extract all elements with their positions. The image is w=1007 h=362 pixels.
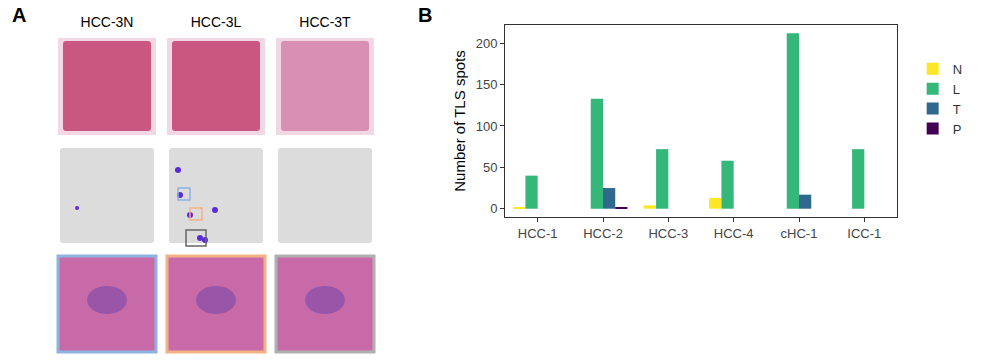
- svg-text:100: 100: [476, 119, 498, 134]
- svg-text:T: T: [953, 102, 961, 117]
- svg-text:ICC-1: ICC-1: [847, 226, 881, 241]
- svg-text:HCC-3: HCC-3: [648, 226, 688, 241]
- svg-text:50: 50: [483, 160, 497, 175]
- svg-text:HCC-3T: HCC-3T: [299, 14, 351, 30]
- svg-text:HCC-3L: HCC-3L: [191, 14, 242, 30]
- svg-text:200: 200: [476, 36, 498, 51]
- svg-text:L: L: [953, 82, 960, 97]
- svg-text:0: 0: [490, 201, 497, 216]
- svg-text:HCC-1: HCC-1: [518, 226, 558, 241]
- svg-text:HCC-4: HCC-4: [714, 226, 754, 241]
- svg-text:P: P: [953, 122, 962, 137]
- svg-text:Number of TLS spots: Number of TLS spots: [451, 50, 468, 191]
- html-text:A: A: [12, 4, 27, 26]
- svg-text:N: N: [953, 62, 962, 77]
- svg-text:HCC-3N: HCC-3N: [81, 14, 134, 30]
- svg-text:150: 150: [476, 77, 498, 92]
- svg-text:HCC-2: HCC-2: [583, 226, 623, 241]
- svg-text:cHC-1: cHC-1: [781, 226, 818, 241]
- html-text:B: B: [418, 4, 433, 26]
